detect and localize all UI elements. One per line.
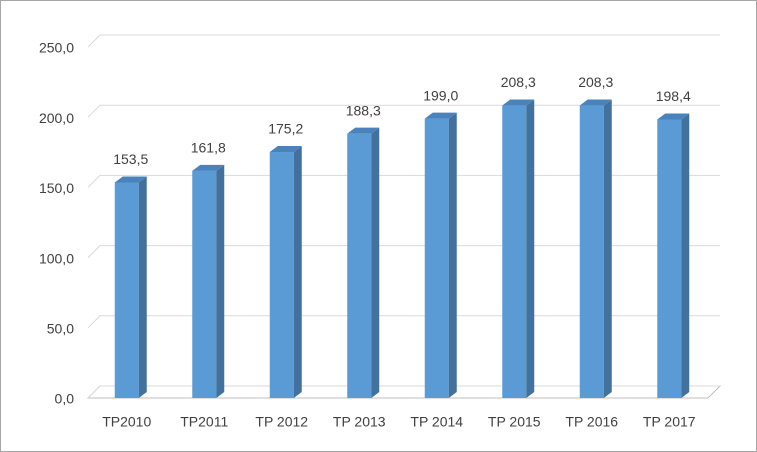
value-label: 188,3	[346, 102, 381, 118]
x-tick-label: TP 2017	[643, 414, 696, 430]
bar	[269, 152, 294, 398]
y-tick-label: 0,0	[55, 391, 75, 407]
bar	[347, 133, 372, 398]
value-label: 153,5	[113, 151, 148, 167]
value-label: 175,2	[268, 121, 303, 137]
bar-top	[657, 113, 690, 120]
bar-top	[502, 99, 535, 106]
y-tick-label: 200,0	[39, 110, 74, 126]
bar	[192, 170, 217, 398]
bar	[579, 105, 604, 398]
bar-side	[293, 146, 302, 398]
bar-side	[526, 99, 535, 398]
bar-side	[448, 112, 457, 398]
value-label: 208,3	[578, 74, 613, 90]
bar-top	[579, 99, 612, 106]
y-tick-label: 250,0	[39, 40, 74, 56]
bar	[657, 119, 682, 398]
x-tick-label: TP 2013	[333, 414, 386, 430]
bar	[424, 118, 449, 398]
y-tick-label: 150,0	[39, 180, 74, 196]
bar-side	[681, 113, 690, 398]
bar-top	[347, 127, 380, 134]
value-label: 198,4	[656, 88, 691, 104]
bar-top	[114, 176, 147, 183]
bar-top	[192, 164, 225, 171]
bar-side	[371, 127, 380, 398]
y-tick-label: 50,0	[47, 321, 74, 337]
value-label: 161,8	[191, 140, 226, 156]
x-tick-label: TP 2015	[488, 414, 541, 430]
x-tick-label: TP2010	[102, 414, 151, 430]
bar-side	[603, 99, 612, 398]
value-label: 208,3	[501, 74, 536, 90]
bar	[114, 182, 139, 398]
y-tick-label: 100,0	[39, 250, 74, 266]
bar-top	[269, 146, 302, 153]
bar	[502, 105, 527, 398]
floor	[86, 385, 722, 399]
bar-side	[216, 164, 225, 398]
x-tick-label: TP 2016	[565, 414, 618, 430]
x-tick-label: TP2011	[180, 414, 228, 430]
x-tick-label: TP 2014	[410, 414, 463, 430]
grid-line	[87, 34, 720, 48]
value-label: 199,0	[423, 87, 458, 103]
bar-top	[424, 112, 457, 119]
x-tick-label: TP 2012	[255, 414, 308, 430]
bar-side	[138, 176, 147, 398]
